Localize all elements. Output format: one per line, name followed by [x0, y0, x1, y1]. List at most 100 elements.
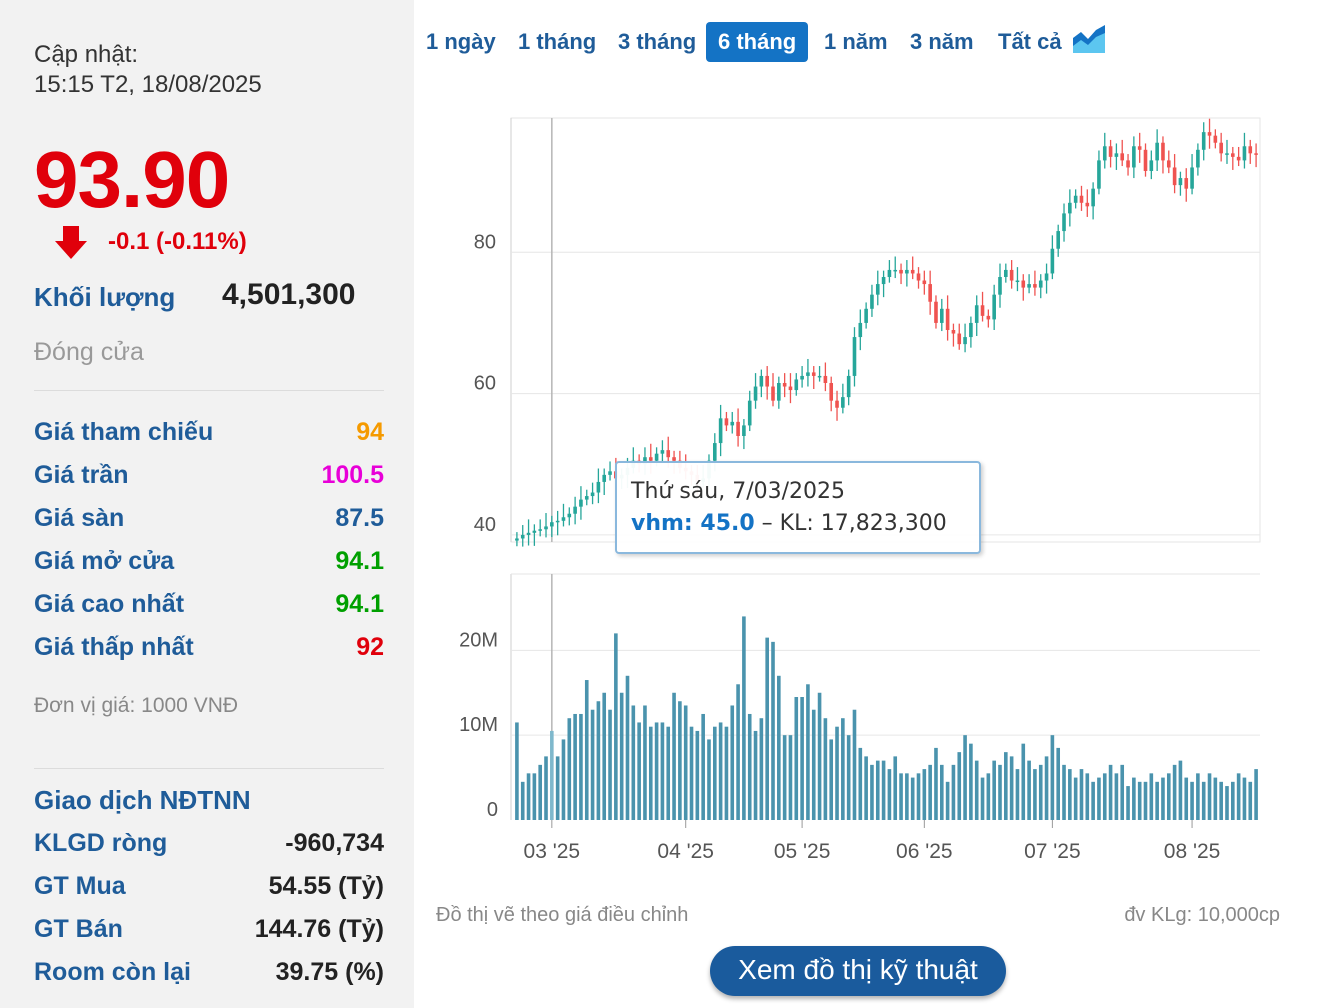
volume-bar — [829, 739, 834, 820]
volume-bar — [637, 722, 641, 820]
candle-body — [887, 269, 892, 277]
volume-bar — [1190, 781, 1194, 820]
volume-bar — [1044, 756, 1049, 820]
foreign-row: Room còn lại 39.75 (%) — [34, 958, 384, 998]
volume-bar — [910, 777, 915, 820]
quote-panel: Cập nhật: 15:15 T2, 18/08/2025 93.90 -0.… — [0, 0, 414, 1008]
candle-body — [1225, 153, 1229, 155]
tab-period[interactable]: 3 năm — [910, 29, 974, 54]
candle-body — [515, 538, 519, 541]
volume-bar — [625, 675, 630, 820]
candle-body — [1015, 280, 1020, 283]
candle-body — [823, 375, 828, 383]
candle-body — [852, 337, 857, 376]
candle-body — [753, 386, 758, 401]
volume-bar — [590, 709, 595, 820]
candle-body — [829, 383, 834, 401]
volume-bar — [1021, 743, 1026, 820]
volume-bar — [648, 726, 653, 820]
price-row-label: Giá mở cửa — [34, 547, 175, 575]
volume-bar — [1219, 781, 1223, 820]
volume-bar — [1079, 769, 1084, 820]
candle-body — [934, 301, 938, 323]
volume-bar — [742, 616, 746, 820]
volume-bar — [712, 726, 717, 820]
volume-bar — [1132, 777, 1136, 820]
volume-bar — [1166, 773, 1171, 820]
candle-body — [1097, 160, 1101, 189]
volume-bar — [858, 747, 863, 820]
candle-body — [864, 308, 868, 323]
candle-body — [747, 400, 752, 426]
candle-body — [1068, 202, 1072, 214]
candle-body — [905, 269, 909, 274]
candle-body — [998, 277, 1002, 295]
candle-body — [1085, 202, 1090, 207]
volume-bar — [1015, 769, 1020, 820]
candle-body — [1172, 167, 1177, 186]
tab-period[interactable]: Tất cả — [998, 29, 1062, 54]
candle-body — [1033, 284, 1037, 288]
volume-bar — [1056, 747, 1061, 820]
foreign-row-value: 144.76 (Tỷ) — [254, 915, 384, 943]
tab-period[interactable]: 1 ngày — [426, 29, 496, 54]
volume-bar — [852, 709, 857, 820]
candle-body — [561, 517, 566, 521]
technical-chart-button[interactable]: Xem đồ thị kỹ thuật — [710, 946, 1006, 996]
tab-period[interactable]: 1 tháng — [518, 29, 597, 54]
candle-body — [771, 386, 775, 401]
price-row-value: 94.1 — [335, 590, 384, 618]
tooltip-series: vhm: 45.0 — [631, 511, 755, 536]
volume-bar — [1213, 777, 1218, 820]
price-row-label: Giá trần — [34, 461, 129, 489]
price-row-label: Giá sàn — [34, 504, 125, 532]
volume-bar — [550, 730, 554, 820]
candle-body — [648, 457, 653, 461]
foreign-row-label: GT Mua — [34, 872, 126, 900]
arrow-down-icon — [55, 226, 87, 259]
tab-period[interactable]: 6 tháng — [706, 22, 809, 62]
volume-bar — [1178, 760, 1183, 820]
volume-bar — [875, 760, 880, 820]
candle-body — [777, 383, 781, 401]
candle-body — [1114, 153, 1119, 157]
price-row-label: Giá tham chiếu — [34, 418, 214, 446]
volume-bar — [887, 769, 892, 820]
area-chart-icon[interactable] — [1072, 24, 1106, 54]
volume-bar — [544, 756, 548, 820]
candle-body — [1137, 146, 1142, 150]
volume-bar — [1102, 773, 1107, 820]
candle-body — [1190, 167, 1194, 189]
volume-bar — [963, 735, 967, 820]
candle-body — [800, 375, 804, 380]
candle-body — [858, 322, 863, 338]
volume-bar — [846, 735, 851, 820]
tab-period[interactable]: 1 năm — [824, 29, 888, 54]
volume-bar — [777, 675, 781, 820]
volume-bar — [1248, 781, 1253, 820]
volume-bar — [526, 773, 531, 820]
volume-bar — [602, 692, 607, 820]
volume-bar — [1009, 756, 1014, 820]
volume-bar — [1085, 773, 1090, 820]
candle-body — [1184, 178, 1189, 189]
candle-body — [718, 418, 723, 444]
candle-body — [1236, 156, 1241, 161]
volume-bar — [747, 713, 752, 820]
volume-bar — [759, 718, 764, 820]
volume-bar — [579, 713, 583, 820]
volume-bar — [561, 739, 566, 820]
candle-body — [742, 425, 746, 436]
candle-body — [1102, 146, 1107, 161]
volume-bar — [608, 709, 612, 820]
adjusted-price-note: Đồ thị vẽ theo giá điều chỉnh — [436, 904, 689, 926]
price-change: -0.1 (-0.11%) — [108, 228, 247, 255]
tab-period[interactable]: 3 tháng — [618, 29, 697, 54]
volume-bar — [823, 718, 828, 820]
volume-bar — [922, 769, 927, 820]
volume-bar — [1172, 764, 1177, 820]
candle-body — [532, 530, 537, 533]
price-row: Giá cao nhất 94.1 — [34, 590, 384, 630]
candle-body — [875, 284, 880, 295]
candle-body — [963, 337, 967, 345]
